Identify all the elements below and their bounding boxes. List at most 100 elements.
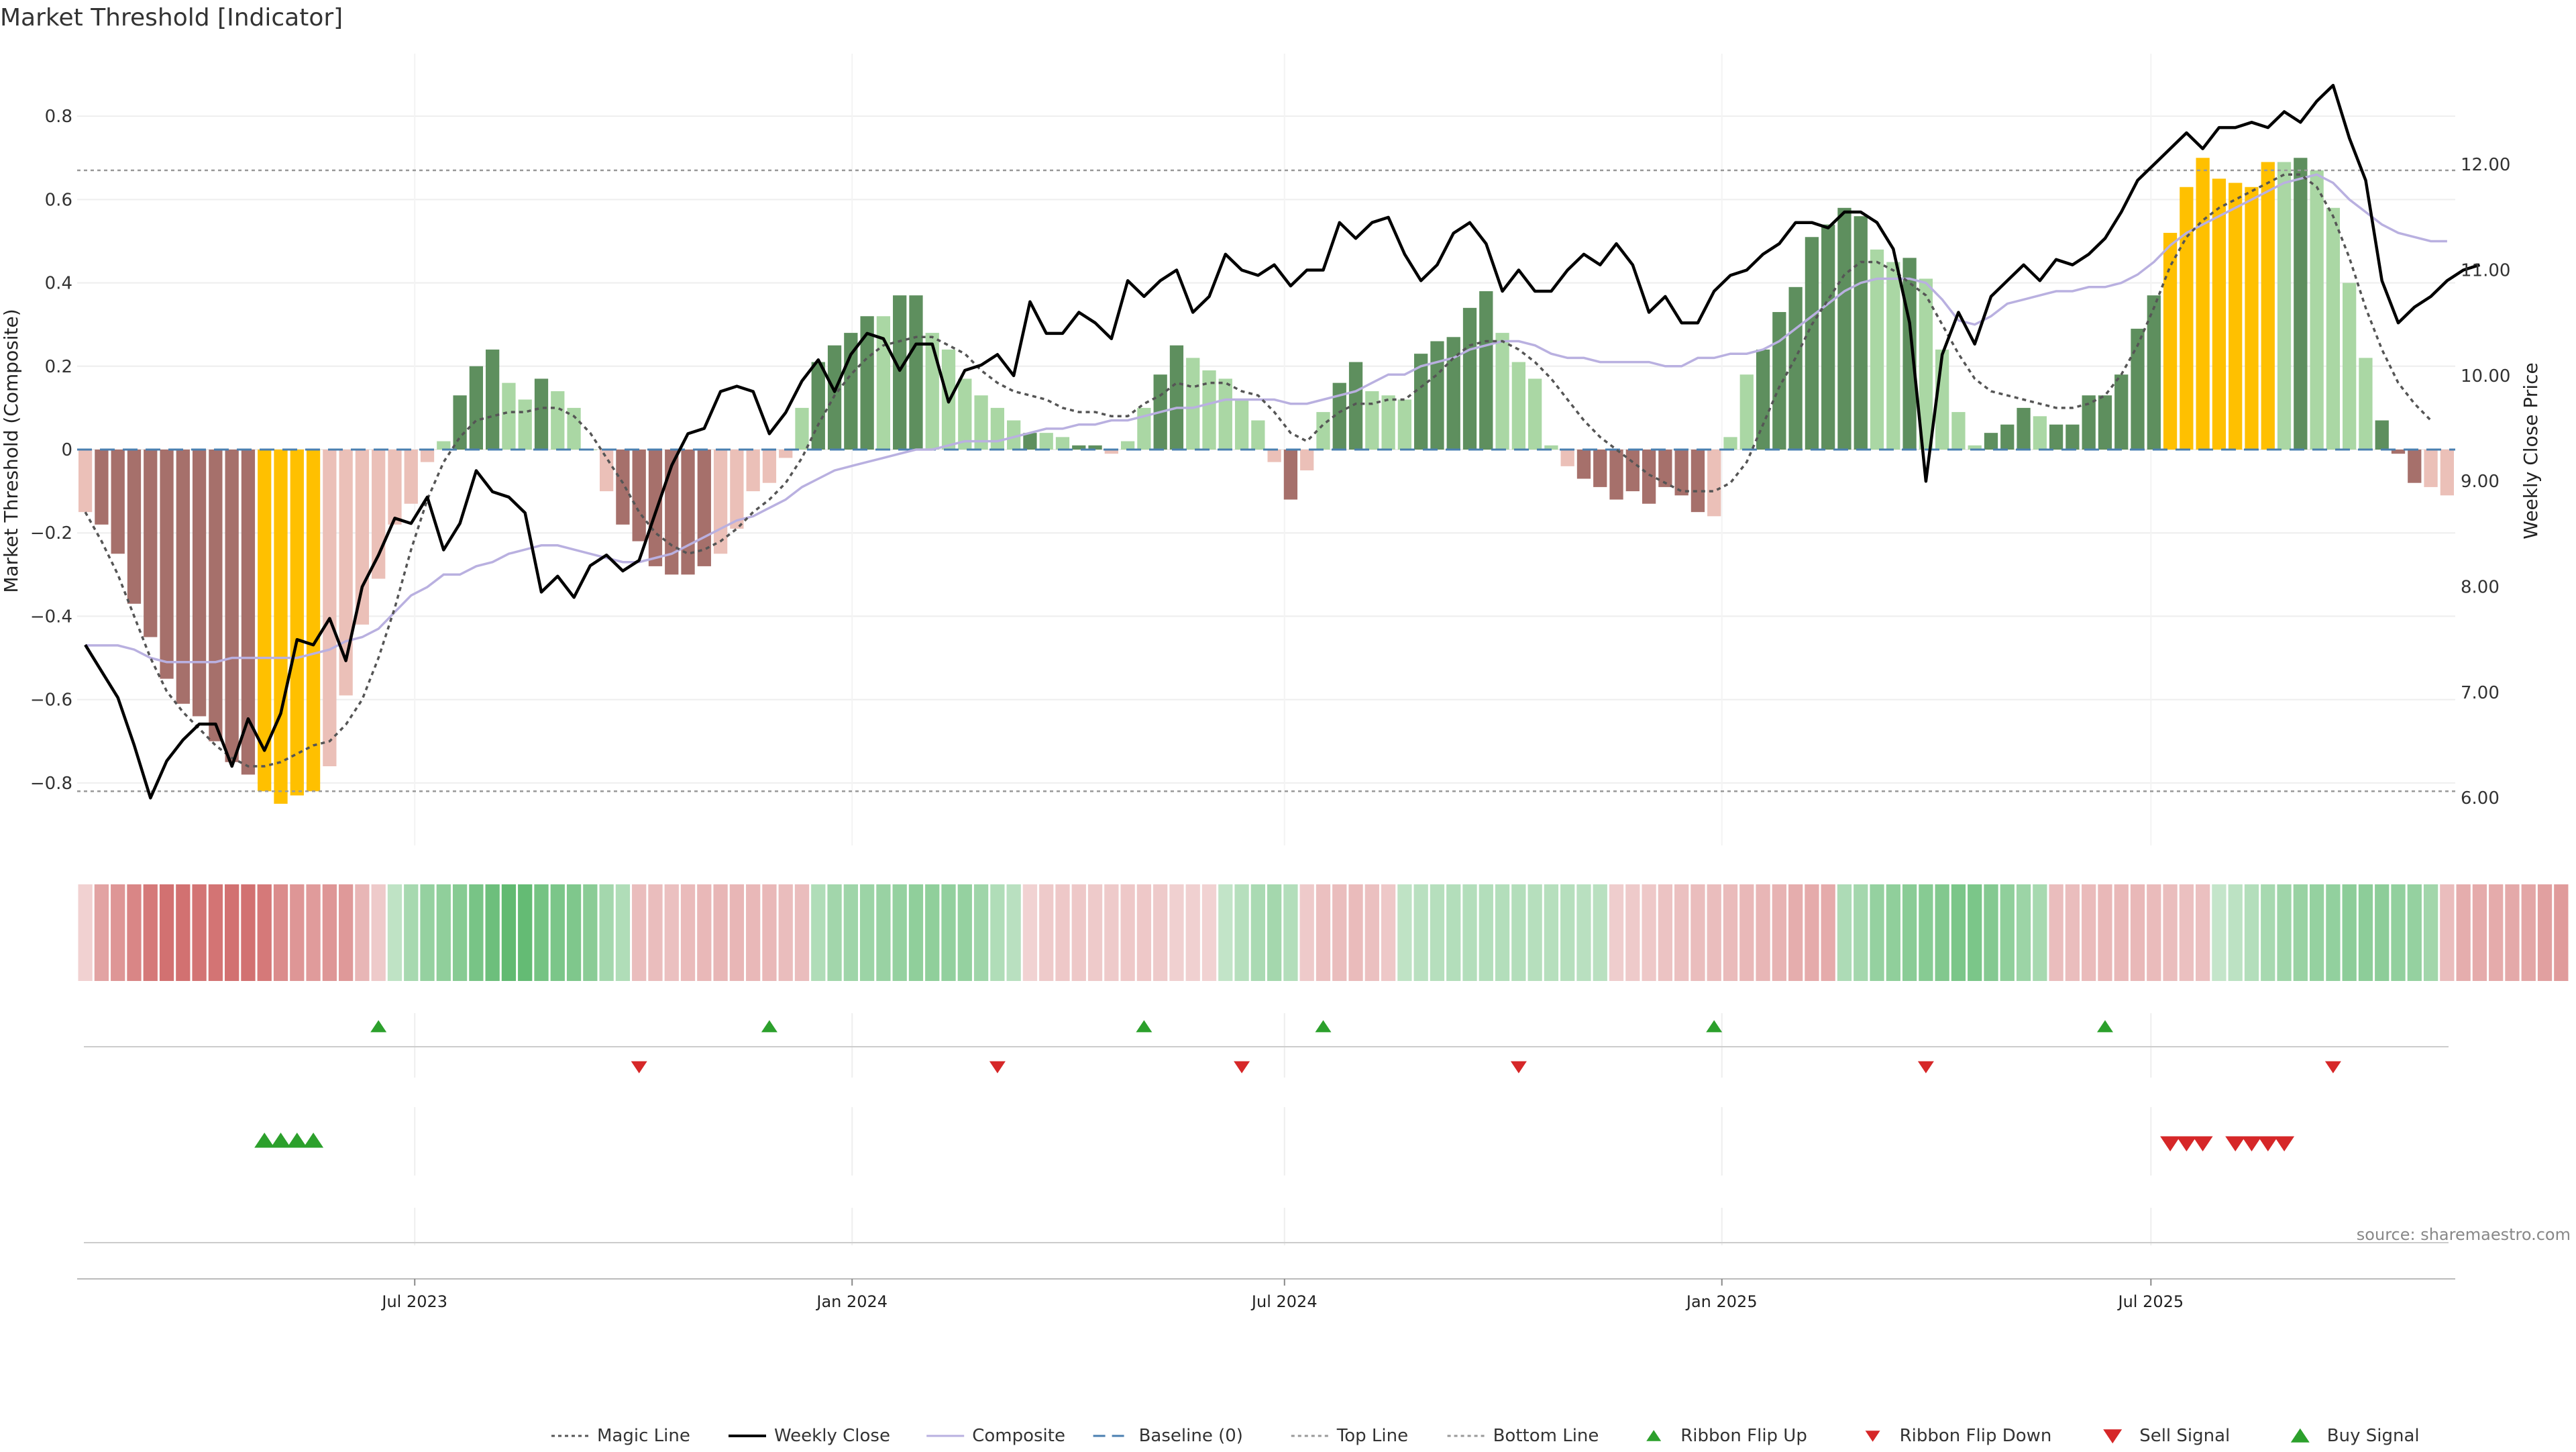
composite-bar xyxy=(876,316,891,450)
ribbon-cell xyxy=(1609,884,1624,981)
ribbon-cell xyxy=(159,884,174,981)
composite-bar xyxy=(860,316,874,450)
composite-bar xyxy=(1446,337,1460,450)
ribbon-cell xyxy=(2407,884,2422,981)
legend-item: Weekly Close xyxy=(729,1426,890,1446)
composite-bar xyxy=(176,450,190,704)
composite-bar xyxy=(762,450,777,483)
legend-item: Ribbon Flip Down xyxy=(1865,1426,2052,1446)
legend-item: Baseline (0) xyxy=(1093,1426,1243,1446)
composite-bar xyxy=(990,407,1005,450)
composite-bar xyxy=(616,450,630,525)
ribbon-cell xyxy=(225,884,239,981)
composite-bar xyxy=(1381,395,1395,450)
composite-bar xyxy=(1642,450,1656,504)
composite-bar xyxy=(1072,445,1086,450)
ribbon-flip-up-marker xyxy=(1315,1020,1332,1033)
ribbon-cell xyxy=(1902,884,1917,981)
ribbon-cell xyxy=(973,884,989,981)
composite-bar xyxy=(2261,162,2275,450)
ribbon-cell xyxy=(501,884,517,981)
y-tick-label: −0.8 xyxy=(30,774,72,794)
ribbon-flip-down-marker xyxy=(1510,1061,1527,1074)
sell-signal-marker xyxy=(2225,1136,2246,1151)
composite-bar xyxy=(811,362,825,450)
ribbon-cell xyxy=(2342,884,2357,981)
composite-bar xyxy=(2245,187,2259,450)
y-tick-label: −0.4 xyxy=(30,607,72,627)
composite-bar xyxy=(1821,224,1835,450)
composite-bar xyxy=(1316,412,1330,450)
composite-bar xyxy=(339,450,353,696)
legend-label: Top Line xyxy=(1336,1426,1408,1446)
magic-line xyxy=(84,173,2432,768)
legend-label: Magic Line xyxy=(597,1426,690,1446)
ribbon-cell xyxy=(1658,884,1673,981)
ribbon-cell xyxy=(2309,884,2324,981)
composite-bar xyxy=(2212,178,2226,450)
ribbon-cell xyxy=(1642,884,1656,981)
ribbon-cell xyxy=(1071,884,1086,981)
composite-bar xyxy=(1837,207,1851,450)
ribbon-cell xyxy=(1250,884,1265,981)
y-tick-label: 0.6 xyxy=(45,190,72,210)
composite-bar xyxy=(95,450,109,525)
ribbon-cell xyxy=(192,884,207,981)
ribbon-cell xyxy=(306,884,321,981)
ribbon-cell xyxy=(371,884,386,981)
ribbon-cell xyxy=(2423,884,2438,981)
composite-bar xyxy=(665,450,679,575)
ribbon-cell xyxy=(2228,884,2243,981)
composite-bar xyxy=(1870,249,1884,450)
composite-bar xyxy=(1397,399,1412,450)
composite-bar xyxy=(567,407,581,450)
legend-label: Ribbon Flip Down xyxy=(1900,1426,2052,1446)
y2-tick-label: 11.00 xyxy=(2461,261,2510,281)
ribbon-cell xyxy=(892,884,907,981)
composite-bar xyxy=(2294,158,2308,450)
ribbon-cell xyxy=(2489,884,2504,981)
ribbon-cell xyxy=(566,884,582,981)
composite-bar xyxy=(1479,291,1493,450)
composite-bar xyxy=(1968,445,1982,450)
ribbon-cell xyxy=(1348,884,1363,981)
composite-bar xyxy=(1186,358,1200,450)
composite-bar xyxy=(1756,349,1770,450)
composite-bar xyxy=(1088,445,1102,450)
legend-swatch xyxy=(2103,1429,2123,1444)
composite-bar xyxy=(2277,162,2292,450)
ribbon-flip-up-marker xyxy=(2097,1020,2113,1033)
legend-item: Bottom Line xyxy=(1447,1426,1599,1446)
ribbon-cell xyxy=(1690,884,1705,981)
ribbon-cell xyxy=(1821,884,1835,981)
ribbon-cell xyxy=(1185,884,1200,981)
composite-bar xyxy=(534,378,549,450)
legend-label: Sell Signal xyxy=(2139,1426,2230,1446)
buy-signal-marker xyxy=(270,1133,291,1148)
ribbon-cell xyxy=(257,884,272,981)
composite-bar xyxy=(1137,407,1151,450)
ribbon-cell xyxy=(1723,884,1738,981)
ribbon-cell xyxy=(420,884,435,981)
ribbon-cell xyxy=(697,884,712,981)
ribbon-cell xyxy=(859,884,875,981)
composite-bar xyxy=(2196,158,2210,450)
ribbon-cell xyxy=(1283,884,1298,981)
ribbon-cell xyxy=(632,884,647,981)
composite-bar xyxy=(1462,307,1477,450)
ribbon-cell xyxy=(143,884,158,981)
ribbon-flip-down-marker xyxy=(1234,1061,1250,1074)
composite-bar xyxy=(274,450,288,804)
composite-bar xyxy=(1365,391,1379,450)
ribbon-cell xyxy=(1120,884,1135,981)
ribbon-cell xyxy=(843,884,858,981)
composite-bar xyxy=(1169,345,1184,450)
ribbon-cell xyxy=(1364,884,1379,981)
ribbon-flip-down-marker xyxy=(2324,1061,2341,1074)
composite-bar xyxy=(225,450,239,762)
composite-bar xyxy=(453,395,467,450)
composite-bar xyxy=(909,295,923,450)
ribbon-cell xyxy=(1919,884,1933,981)
chart-title: Market Threshold [Indicator] xyxy=(0,4,343,32)
sell-signal-marker xyxy=(2257,1136,2278,1151)
